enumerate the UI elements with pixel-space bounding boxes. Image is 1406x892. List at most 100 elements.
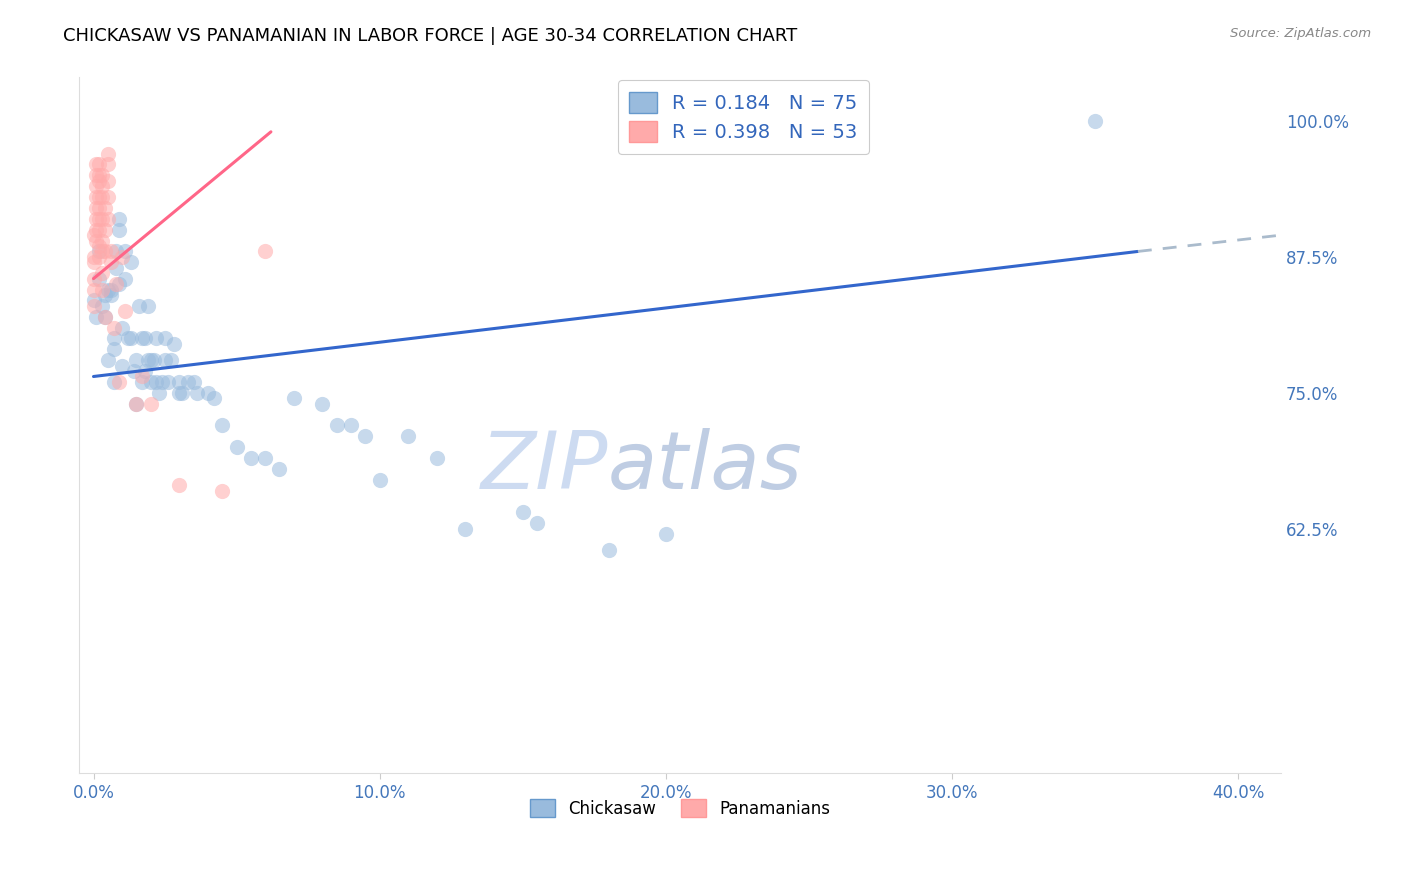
Text: CHICKASAW VS PANAMANIAN IN LABOR FORCE | AGE 30-34 CORRELATION CHART: CHICKASAW VS PANAMANIAN IN LABOR FORCE |… (63, 27, 797, 45)
Point (153, 353, 176, 368)
Point (105, 244, 128, 259)
Point (89, 157, 111, 171)
Point (86, 169, 108, 183)
Point (1084, 114, 1107, 128)
Point (125, 353, 148, 368)
Point (97, 283, 120, 297)
Point (114, 304, 136, 318)
Point (150, 375, 173, 389)
Point (153, 331, 176, 345)
Point (148, 385, 170, 400)
Point (89, 174, 111, 188)
Point (97, 157, 120, 171)
Point (83, 228, 105, 243)
Point (239, 451, 262, 466)
Point (86, 201, 108, 215)
Point (97, 174, 120, 188)
Point (100, 255, 122, 269)
Point (97, 146, 120, 161)
Point (117, 331, 139, 345)
Point (125, 397, 148, 411)
Point (134, 331, 156, 345)
Point (311, 397, 333, 411)
Point (103, 320, 125, 334)
Point (86, 222, 108, 236)
Point (325, 418, 347, 433)
Point (136, 299, 159, 313)
Point (83, 271, 105, 285)
Point (83, 283, 105, 297)
Point (172, 385, 194, 400)
Point (142, 353, 165, 368)
Point (111, 250, 134, 264)
Point (131, 369, 153, 384)
Point (89, 244, 111, 259)
Point (120, 255, 142, 269)
Point (94, 222, 117, 236)
Text: atlas: atlas (607, 428, 803, 506)
Point (655, 527, 678, 541)
Point (396, 429, 419, 443)
Point (169, 385, 191, 400)
Point (254, 244, 277, 259)
Point (128, 299, 150, 313)
Point (183, 375, 205, 389)
Point (139, 353, 162, 368)
Point (94, 310, 117, 324)
Point (211, 483, 233, 498)
Point (169, 375, 191, 389)
Point (89, 201, 111, 215)
Point (108, 375, 131, 389)
Point (368, 473, 391, 487)
Point (145, 375, 167, 389)
Point (354, 429, 377, 443)
Point (97, 190, 120, 204)
Point (598, 543, 620, 558)
Point (169, 478, 191, 492)
Point (131, 331, 153, 345)
Point (269, 462, 291, 476)
Point (89, 222, 111, 236)
Point (108, 211, 131, 226)
Point (91, 244, 114, 259)
Point (94, 288, 117, 302)
Point (91, 211, 114, 226)
Point (122, 364, 145, 378)
Point (254, 451, 277, 466)
Point (83, 255, 105, 269)
Point (111, 320, 134, 334)
Point (94, 244, 117, 259)
Point (162, 337, 184, 351)
Point (91, 169, 114, 183)
Point (111, 359, 134, 373)
Text: Source: ZipAtlas.com: Source: ZipAtlas.com (1230, 27, 1371, 40)
Point (97, 353, 120, 368)
Point (526, 516, 548, 531)
Point (100, 288, 122, 302)
Point (89, 239, 111, 253)
Point (91, 234, 114, 248)
Point (89, 271, 111, 285)
Point (83, 250, 105, 264)
Point (103, 375, 125, 389)
Point (89, 169, 111, 183)
Point (83, 293, 105, 308)
Legend: Chickasaw, Panamanians: Chickasaw, Panamanians (523, 793, 837, 824)
Point (94, 201, 117, 215)
Point (89, 190, 111, 204)
Point (91, 283, 114, 297)
Point (426, 451, 449, 466)
Point (86, 234, 108, 248)
Point (156, 375, 179, 389)
Point (100, 244, 122, 259)
Point (108, 222, 131, 236)
Point (131, 375, 153, 389)
Point (202, 391, 225, 405)
Point (83, 299, 105, 313)
Point (186, 385, 208, 400)
Point (114, 271, 136, 285)
Point (103, 343, 125, 357)
Point (108, 277, 131, 291)
Point (91, 299, 114, 313)
Point (145, 331, 167, 345)
